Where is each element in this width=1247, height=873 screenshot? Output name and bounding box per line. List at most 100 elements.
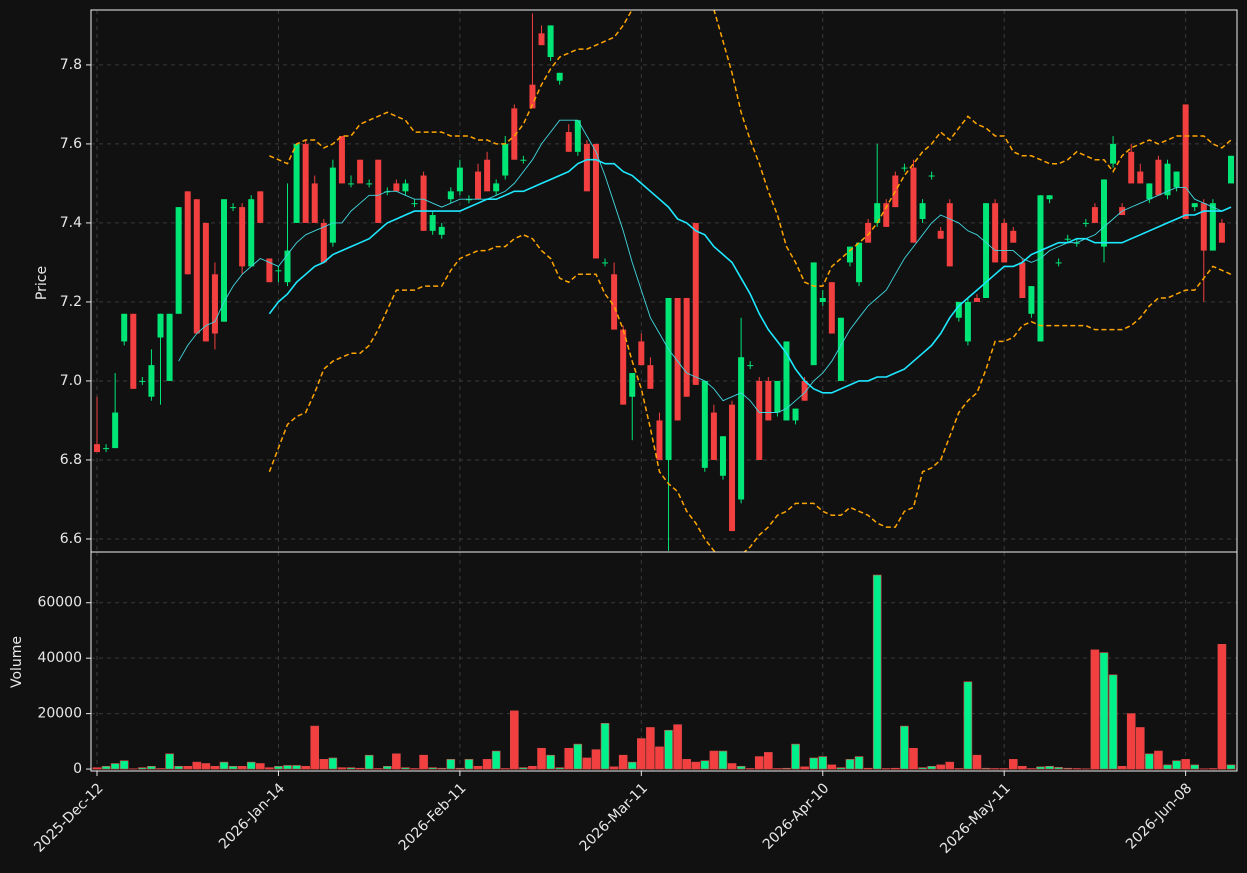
volume-bar [709, 750, 719, 770]
candle-body [1218, 222, 1225, 243]
candle-body [719, 436, 726, 476]
volume-bar [1099, 652, 1109, 770]
candle-body [955, 301, 962, 318]
candle-body [529, 84, 536, 109]
volume-bar [945, 761, 955, 770]
candle-body [1091, 207, 1098, 223]
volume-bar [1054, 767, 1063, 770]
volume-bar [156, 768, 165, 770]
candle-body [202, 222, 209, 342]
candle-body [1200, 203, 1207, 251]
candle-body [674, 297, 681, 421]
volume-bar [1008, 759, 1018, 770]
volume-bar [564, 747, 574, 770]
volume-bar [1045, 765, 1054, 770]
volume-bar [346, 767, 356, 770]
volume-bar [582, 757, 592, 770]
volume-bar [246, 761, 256, 770]
candle-body [293, 143, 300, 223]
volume-bar [446, 759, 456, 770]
volume-bar [428, 767, 437, 770]
y-tick-label: 7.8 [60, 57, 82, 73]
candle-body [266, 258, 273, 283]
y-tick-label: 7.6 [60, 136, 82, 152]
volume-bar [673, 724, 682, 770]
candle-body [1137, 171, 1144, 184]
candle-body [883, 203, 890, 227]
volume-bar [319, 759, 329, 770]
y-tick-label: 6.8 [60, 452, 82, 468]
candle-body [502, 143, 509, 176]
candle-body [357, 159, 364, 184]
volume-bar [228, 765, 238, 770]
candle-body [819, 297, 826, 302]
volume-bar [927, 765, 936, 770]
volume-bar [1181, 759, 1190, 770]
volume-bar [963, 681, 973, 770]
candle-body [992, 203, 999, 263]
candle-body [465, 199, 472, 201]
volume-bar [609, 766, 619, 770]
volume-bar [437, 767, 447, 770]
candle-body [338, 136, 345, 184]
candle-body [420, 175, 427, 231]
candle-body [774, 380, 781, 413]
y-tick-label: 7.4 [60, 215, 82, 231]
volume-bar [274, 765, 283, 770]
volume-bar [174, 765, 183, 770]
volume-bar [727, 763, 737, 770]
volume-bar [754, 756, 764, 770]
candle-body [565, 132, 572, 152]
volume-bar [972, 754, 982, 770]
candle-body [801, 380, 808, 401]
candle-body [139, 380, 146, 382]
volume-bar [283, 765, 292, 770]
candle-body [656, 420, 663, 460]
candle-body [157, 313, 164, 338]
candle-body [910, 167, 917, 243]
volume-bar [219, 761, 229, 770]
volume-bar [519, 767, 528, 770]
volume-bar [1117, 765, 1127, 770]
volume-bar [464, 759, 474, 770]
volume-bar [101, 765, 111, 770]
candle-body [130, 313, 137, 389]
candle-body [103, 448, 110, 450]
volume-bar [700, 760, 710, 770]
candle-body [901, 167, 908, 169]
volume-bar [1172, 760, 1181, 770]
candle-body [556, 72, 563, 81]
candle-body [1046, 195, 1053, 200]
candle-body [973, 297, 980, 302]
volume-bar [237, 765, 247, 770]
candle-body [348, 183, 355, 185]
candle-body [865, 222, 872, 243]
volume-bar [1190, 764, 1200, 770]
candle-body [611, 274, 618, 330]
candle-body [475, 171, 482, 200]
volume-bar [818, 756, 828, 770]
candle-body [1019, 262, 1026, 298]
candle-body [828, 282, 835, 334]
candle-body [311, 183, 318, 223]
candle-body [765, 380, 772, 421]
candle-body [928, 175, 935, 177]
candle-body [211, 274, 218, 334]
candle-body [275, 270, 282, 272]
volume-bar [981, 767, 991, 770]
volume-bar [836, 767, 846, 770]
candle-body [683, 297, 690, 397]
candle-body [193, 199, 200, 334]
candle-body [1001, 222, 1008, 263]
x-tick-label: 2025-Dec-12 [31, 780, 106, 855]
candle-body [411, 203, 418, 205]
volume-bar [637, 738, 646, 770]
candle-body [1055, 262, 1062, 264]
candle-body [1028, 286, 1035, 314]
volume-bar [455, 767, 465, 770]
volume-bar [265, 767, 274, 770]
plot-area [91, 552, 1237, 771]
candle-body [1037, 195, 1044, 342]
volume-bar [845, 759, 855, 770]
x-tick-label: 2026-May-11 [937, 780, 1014, 857]
